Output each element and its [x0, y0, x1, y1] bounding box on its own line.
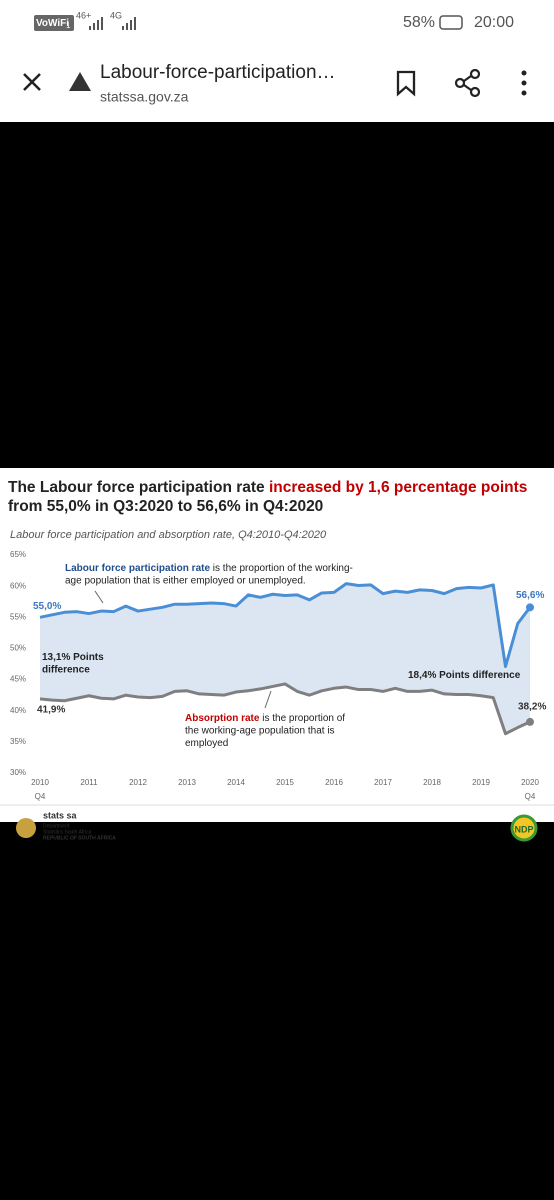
ndp-logo-text: NDP	[514, 824, 533, 834]
chart-title: The Labour force participation rate incr…	[8, 479, 527, 496]
annotation-run: is the proportion of the working-	[210, 563, 353, 574]
page-title: Labour-force-participation…	[100, 62, 336, 83]
coat-of-arms	[16, 818, 36, 838]
x-tick-label: 2019	[472, 778, 490, 787]
x-tick-label: 2020	[521, 778, 539, 787]
y-tick-label: 35%	[10, 737, 26, 746]
y-tick-label: 60%	[10, 581, 26, 590]
annotation: employed	[185, 738, 228, 749]
annotation-run: age population that is either employed o…	[65, 575, 306, 586]
end-point	[526, 717, 534, 726]
title-highlight: increased by 1,6 percentage points	[269, 479, 527, 496]
clock: 20:00	[474, 14, 514, 31]
value-label: 38,2%	[518, 702, 546, 713]
page-url: statssa.gov.za	[100, 89, 189, 105]
x-tick-label: 2011	[80, 778, 98, 787]
series-line	[39, 582, 532, 668]
annotation: Labour force participation rate is the p…	[65, 563, 353, 574]
logo-text: REPUBLIC OF SOUTH AFRICA	[43, 835, 116, 841]
value-label: 55,0%	[33, 601, 61, 612]
carrier-badge: VoWiFi	[36, 18, 69, 29]
annotation: difference	[42, 664, 90, 675]
annotation-arrow	[94, 590, 104, 604]
x-tick-label: 2015	[276, 778, 294, 787]
x-tick-label: 2012	[129, 778, 147, 787]
annotation-arrow	[264, 690, 272, 709]
x-tick-label: 2013	[178, 778, 196, 787]
battery-level: 58%	[403, 14, 435, 31]
signal-label: 4G	[110, 10, 122, 20]
x-tick-label: 2017	[374, 778, 392, 787]
share-button[interactable]	[454, 68, 481, 98]
logo-text: Department:	[43, 823, 71, 829]
x-tick-label: 2018	[423, 778, 441, 787]
title-part: The Labour force participation rate	[8, 479, 269, 496]
ndp-logo	[510, 814, 538, 842]
annotation: Absorption rate is the proportion of	[185, 713, 345, 724]
x-tick-label: 2016	[325, 778, 343, 787]
x-tick-label: 2014	[227, 778, 245, 787]
close-button[interactable]	[23, 73, 41, 91]
warning-icon[interactable]	[69, 72, 91, 91]
end-point	[526, 603, 534, 612]
annotation-run: Absorption rate	[185, 713, 260, 724]
menu-button[interactable]	[521, 70, 527, 96]
y-tick-label: 30%	[10, 768, 26, 777]
signal-icon	[89, 17, 103, 30]
plot: 30% 35% 40% 45% 50% 55% 60% 65% 2010 Q4 2011 2012 20…	[10, 550, 546, 801]
logo-text: Statistics South Africa	[43, 829, 92, 835]
y-tick-label: 40%	[10, 706, 26, 715]
y-tick-label: 50%	[10, 644, 26, 653]
sim-slot: 1	[66, 21, 71, 30]
annotation-run: Labour force participation rate	[65, 563, 210, 574]
logo-text: stats sa	[43, 810, 78, 820]
y-tick-label: 65%	[10, 550, 26, 559]
bookmark-button[interactable]	[396, 70, 416, 97]
annotation: the working-age population that is	[185, 725, 335, 736]
annotation-run: 13,1% Points	[42, 652, 104, 663]
x-sublabel: Q4	[35, 792, 46, 801]
signal-icon	[122, 17, 136, 30]
y-tick-label: 45%	[10, 675, 26, 684]
annotation-run: employed	[185, 738, 228, 749]
annotation-run: 18,4% Points difference	[408, 670, 521, 681]
value-label: 41,9%	[37, 705, 65, 716]
annotation: 18,4% Points difference	[408, 670, 521, 681]
x-sublabel: Q4	[525, 792, 536, 801]
annotation: age population that is either employed o…	[65, 575, 306, 586]
annotation-run: the working-age population that is	[185, 725, 335, 736]
carrier-badge-bg	[34, 15, 74, 31]
x-tick-label: 2010	[31, 778, 49, 787]
signal-label: 46+	[76, 10, 91, 20]
annotation-run: is the proportion of	[259, 713, 345, 724]
chart-subtitle: Labour force participation and absorptio…	[10, 529, 327, 541]
chart-title: from 55,0% in Q3:2020 to 56,6% in Q4:202…	[8, 498, 323, 515]
annotation: 13,1% Points	[42, 652, 104, 663]
series-line	[39, 682, 531, 736]
y-tick-label: 55%	[10, 612, 26, 621]
battery-icon	[439, 15, 463, 30]
annotation-run: difference	[42, 664, 90, 675]
value-label: 56,6%	[516, 590, 544, 601]
